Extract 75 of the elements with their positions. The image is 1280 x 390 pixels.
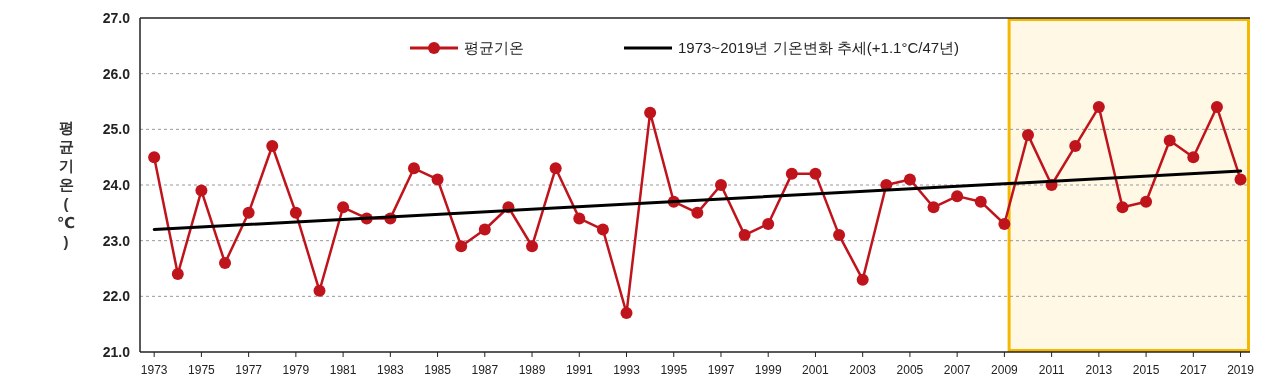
point (573, 212, 586, 225)
legend-label: 1973~2019년 기온변화 추세(+1.1°C/47년) (678, 39, 960, 56)
point (1210, 101, 1223, 114)
x-tick-label: 1977 (235, 363, 263, 377)
y-tick-label: 25.0 (102, 121, 131, 138)
point (242, 206, 255, 219)
point (431, 173, 444, 186)
x-tick-label: 1987 (471, 363, 499, 377)
y-tick-label: 23.0 (102, 232, 131, 249)
point (1163, 134, 1176, 147)
point (596, 223, 609, 236)
point (974, 195, 987, 208)
point (549, 162, 562, 175)
point (337, 201, 350, 214)
point (455, 240, 468, 253)
x-tick-label: 1985 (424, 363, 452, 377)
y-axis-title: 평균기온(℃) (56, 119, 76, 250)
point (927, 201, 940, 214)
x-tick-label: 1997 (707, 363, 735, 377)
x-tick-label: 1999 (754, 363, 782, 377)
point (219, 256, 232, 269)
point (289, 206, 302, 219)
point (313, 284, 326, 297)
point (714, 179, 727, 191)
y-tick-label: 22.0 (102, 288, 131, 305)
x-tick-label: 1989 (518, 363, 546, 377)
x-tick-label: 1979 (282, 363, 310, 377)
point (1022, 128, 1034, 141)
point (266, 140, 279, 153)
point (762, 217, 775, 230)
x-tick-label: 1983 (376, 363, 405, 377)
x-tick-label: 2009 (991, 363, 1019, 377)
y-tick-label: 21.0 (102, 344, 131, 360)
point (148, 151, 161, 164)
point (1069, 140, 1082, 153)
point (691, 206, 704, 219)
point (1116, 201, 1129, 214)
y-tick-label: 26.0 (102, 65, 131, 82)
x-tick-label: 2011 (1038, 363, 1065, 377)
point (903, 173, 916, 186)
point (785, 167, 798, 180)
point (738, 229, 751, 242)
x-tick-label: 2019 (1227, 363, 1255, 377)
point (951, 190, 964, 203)
point (526, 240, 539, 253)
x-tick-label: 1993 (613, 363, 641, 377)
x-tick-label: 1975 (188, 363, 216, 377)
point (833, 229, 846, 242)
point (195, 184, 208, 197)
x-tick-label: 2017 (1179, 363, 1207, 377)
point (407, 162, 420, 175)
x-tick-label: 1995 (660, 363, 688, 377)
x-tick-label: 2013 (1085, 363, 1113, 377)
point (644, 106, 657, 119)
x-tick-label: 2003 (849, 363, 877, 377)
point (1140, 195, 1153, 208)
point (620, 307, 633, 320)
x-tick-label: 1991 (565, 363, 593, 377)
x-tick-label: 2007 (943, 363, 971, 377)
point (809, 167, 822, 180)
point (856, 273, 869, 286)
x-tick-label: 2015 (1132, 363, 1160, 377)
y-tick-label: 24.0 (102, 177, 131, 193)
point (1187, 151, 1200, 164)
x-tick-label: 2001 (802, 363, 830, 377)
y-tick-label: 27.0 (102, 10, 131, 26)
legend-label: 평균기온 (464, 39, 524, 56)
x-tick-label: 2005 (896, 363, 924, 377)
point (998, 217, 1011, 230)
point (478, 223, 491, 236)
point (1092, 101, 1105, 114)
x-tick-label: 1973 (140, 363, 168, 377)
point (1234, 173, 1247, 186)
x-tick-label: 1981 (329, 363, 357, 377)
point (171, 268, 184, 281)
